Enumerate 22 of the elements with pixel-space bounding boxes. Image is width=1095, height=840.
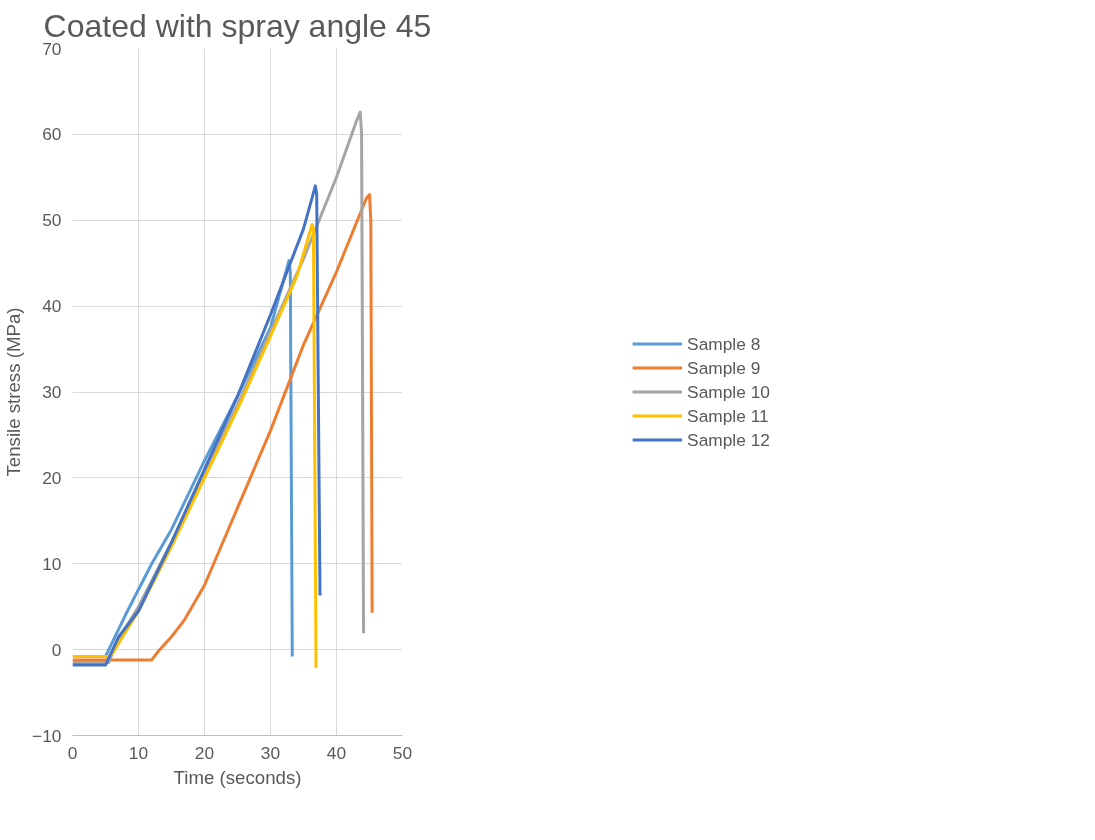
legend-label: Sample 11 [687, 405, 769, 426]
legend-label: Sample 9 [687, 357, 761, 378]
legend-label: Sample 8 [687, 333, 761, 354]
y-axis-title: Tensile stress (MPa) [3, 307, 25, 477]
x-axis-title: Time (seconds) [173, 766, 302, 788]
x-tick-label: 0 [67, 742, 78, 763]
y-tick-label: −10 [32, 725, 62, 746]
x-tick-label: 50 [392, 742, 413, 763]
y-tick-label: 50 [42, 210, 62, 231]
line-series [72, 192, 374, 662]
y-tick-label: 40 [42, 296, 62, 317]
y-tick-label: 10 [42, 553, 62, 574]
y-tick-label: 30 [42, 382, 62, 402]
legend-label: Sample 10 [687, 381, 770, 402]
x-tick-label: 40 [326, 742, 347, 763]
y-tick-label: 60 [42, 124, 62, 145]
x-tick-label: 30 [260, 742, 281, 763]
legend-label: Sample 12 [687, 429, 770, 450]
y-tick-label: 0 [51, 639, 62, 660]
x-tick-label: 10 [128, 742, 149, 763]
x-tick-label: 20 [194, 742, 215, 763]
y-tick-label: 20 [42, 467, 62, 488]
